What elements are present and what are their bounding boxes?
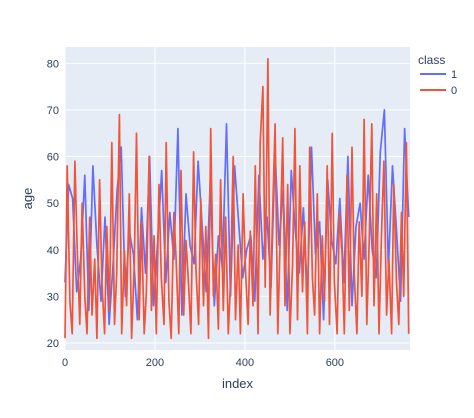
legend-item-1[interactable]: 1 [420, 69, 457, 81]
x-axis-title: index [222, 376, 254, 391]
x-tick-label: 200 [146, 357, 164, 369]
y-tick-label: 70 [47, 105, 59, 117]
x-tick-label: 0 [62, 357, 68, 369]
legend-label: 1 [451, 69, 457, 81]
y-axis-title: age [20, 188, 35, 210]
y-tick-label: 80 [47, 58, 59, 70]
y-tick-label: 50 [47, 198, 59, 210]
y-tick-label: 30 [47, 291, 59, 303]
x-tick-label: 600 [326, 357, 344, 369]
series-line-1 [64, 109, 410, 326]
tick-labels: 20 30 40 50 60 70 80 0 200 400 600 [47, 58, 344, 369]
legend-item-0[interactable]: 0 [420, 85, 457, 97]
x-tick-label: 400 [236, 357, 254, 369]
series-lines [64, 57, 410, 340]
y-tick-label: 60 [47, 152, 59, 164]
series-line-0 [64, 57, 410, 340]
y-tick-label: 40 [47, 245, 59, 257]
legend[interactable]: class 10 [418, 53, 457, 97]
legend-label: 0 [451, 85, 457, 97]
y-tick-label: 20 [47, 338, 59, 350]
legend-items[interactable]: 10 [420, 69, 457, 97]
legend-title: class [418, 53, 445, 67]
